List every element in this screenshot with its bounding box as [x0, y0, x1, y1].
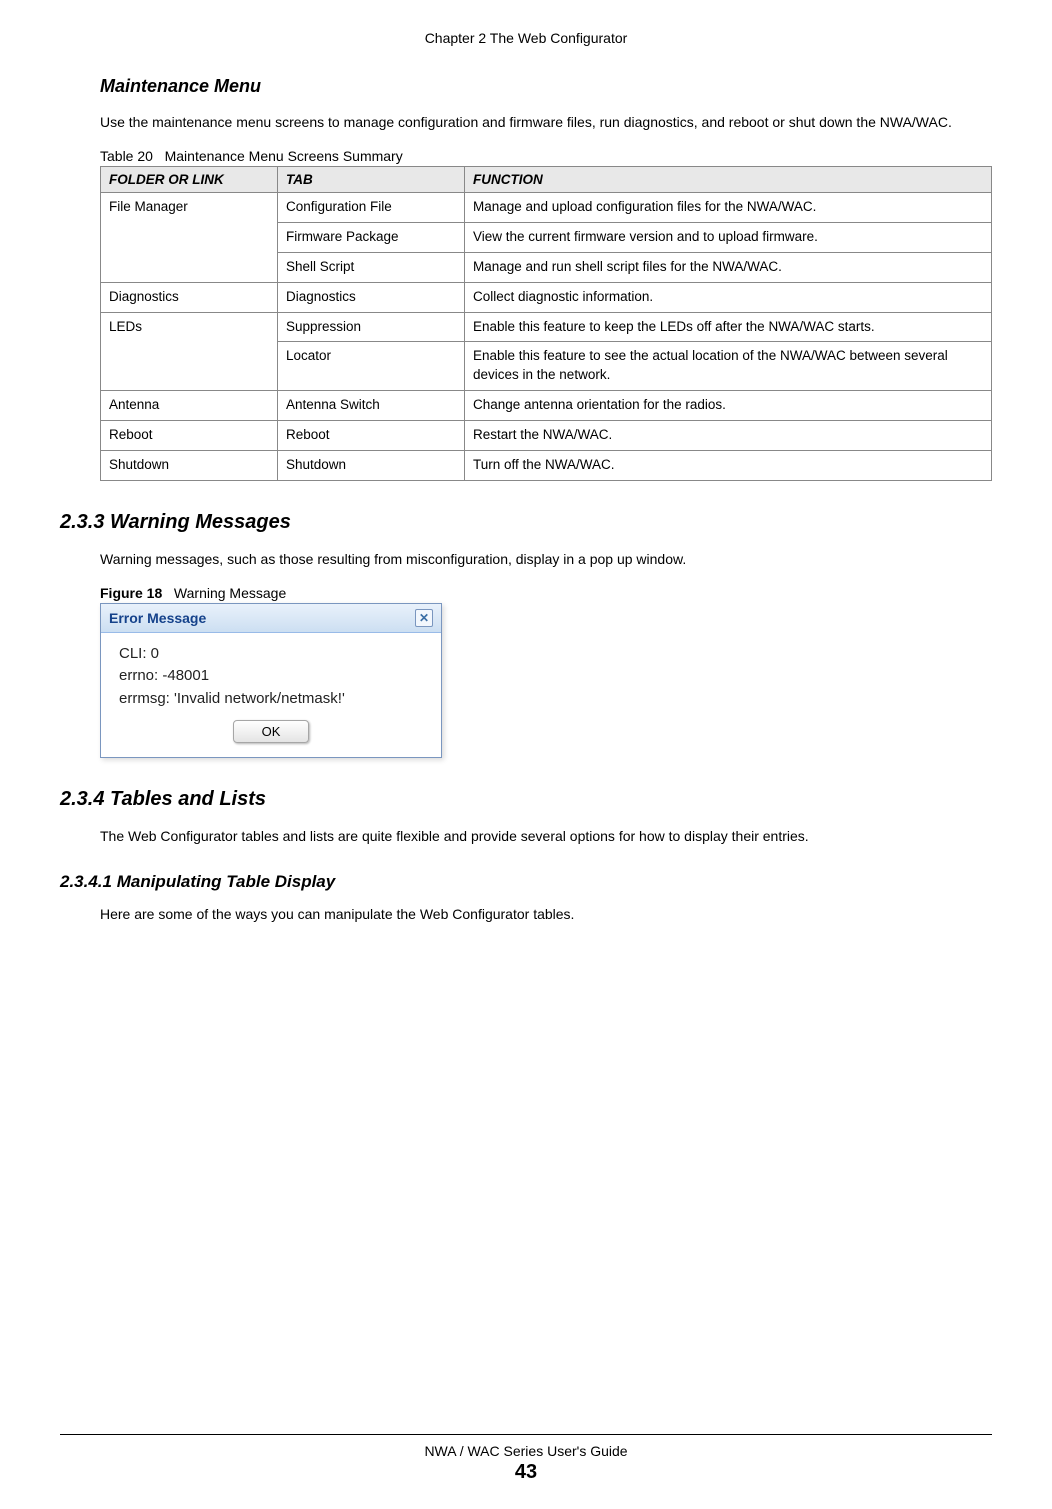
dialog-line3: errmsg: 'Invalid network/netmask!'	[119, 688, 423, 711]
cell-folder: Reboot	[101, 421, 278, 451]
dialog-line1: CLI: 0	[119, 643, 423, 666]
cell-func: Enable this feature to see the actual lo…	[465, 342, 992, 391]
table-row: Reboot Reboot Restart the NWA/WAC.	[101, 421, 992, 451]
cell-folder: Antenna	[101, 391, 278, 421]
cell-tab: Shell Script	[278, 252, 465, 282]
cell-tab: Firmware Package	[278, 222, 465, 252]
cell-tab: Shutdown	[278, 451, 465, 481]
cell-folder: Shutdown	[101, 451, 278, 481]
dialog-line2: errno: -48001	[119, 665, 423, 688]
heading-2341: 2.3.4.1 Manipulating Table Display	[60, 872, 992, 892]
text-233: Warning messages, such as those resultin…	[100, 549, 992, 570]
table-20-label: Table 20	[100, 148, 153, 164]
cell-func: Restart the NWA/WAC.	[465, 421, 992, 451]
dialog-button-row: OK	[101, 710, 441, 757]
dialog-title-text: Error Message	[109, 610, 206, 626]
page-footer: NWA / WAC Series User's Guide 43	[60, 1434, 992, 1484]
close-icon[interactable]: ✕	[415, 609, 433, 627]
text-2341: Here are some of the ways you can manipu…	[100, 904, 992, 925]
heading-234: 2.3.4 Tables and Lists	[60, 788, 992, 811]
cell-func: View the current firmware version and to…	[465, 222, 992, 252]
th-tab: TAB	[278, 167, 465, 193]
table-row: Antenna Antenna Switch Change antenna or…	[101, 391, 992, 421]
ok-button[interactable]: OK	[233, 720, 310, 743]
cell-folder: File Manager	[101, 193, 278, 283]
table-row: LEDs Suppression Enable this feature to …	[101, 312, 992, 342]
cell-func: Collect diagnostic information.	[465, 282, 992, 312]
cell-func: Manage and upload configuration files fo…	[465, 193, 992, 223]
cell-tab: Diagnostics	[278, 282, 465, 312]
cell-tab: Configuration File	[278, 193, 465, 223]
th-function: FUNCTION	[465, 167, 992, 193]
chapter-header: Chapter 2 The Web Configurator	[60, 30, 992, 46]
table-row: Shutdown Shutdown Turn off the NWA/WAC.	[101, 451, 992, 481]
cell-func: Change antenna orientation for the radio…	[465, 391, 992, 421]
figure-18-title: Warning Message	[174, 585, 286, 601]
text-234: The Web Configurator tables and lists ar…	[100, 826, 992, 847]
footer-guide: NWA / WAC Series User's Guide	[60, 1443, 992, 1459]
cell-tab: Suppression	[278, 312, 465, 342]
cell-func: Manage and run shell script files for th…	[465, 252, 992, 282]
cell-tab: Antenna Switch	[278, 391, 465, 421]
table-row: File Manager Configuration File Manage a…	[101, 193, 992, 223]
cell-func: Enable this feature to keep the LEDs off…	[465, 312, 992, 342]
table-row: FOLDER OR LINK TAB FUNCTION	[101, 167, 992, 193]
cell-folder: Diagnostics	[101, 282, 278, 312]
cell-func: Turn off the NWA/WAC.	[465, 451, 992, 481]
table-row: Diagnostics Diagnostics Collect diagnost…	[101, 282, 992, 312]
dialog-titlebar: Error Message ✕	[101, 604, 441, 633]
maintenance-intro: Use the maintenance menu screens to mana…	[100, 112, 992, 133]
cell-tab: Reboot	[278, 421, 465, 451]
cell-tab: Locator	[278, 342, 465, 391]
cell-folder: LEDs	[101, 312, 278, 391]
page-number: 43	[60, 1461, 992, 1484]
maintenance-heading: Maintenance Menu	[100, 76, 992, 97]
figure-18-label: Figure 18	[100, 585, 162, 601]
th-folder: FOLDER OR LINK	[101, 167, 278, 193]
heading-233: 2.3.3 Warning Messages	[60, 511, 992, 534]
table-20: FOLDER OR LINK TAB FUNCTION File Manager…	[100, 166, 992, 481]
table-20-caption: Table 20 Maintenance Menu Screens Summar…	[100, 148, 992, 164]
dialog-body: CLI: 0 errno: -48001 errmsg: 'Invalid ne…	[101, 633, 441, 711]
table-20-title: Maintenance Menu Screens Summary	[165, 148, 403, 164]
figure-18-caption: Figure 18 Warning Message	[100, 585, 992, 601]
error-dialog: Error Message ✕ CLI: 0 errno: -48001 err…	[100, 603, 442, 759]
